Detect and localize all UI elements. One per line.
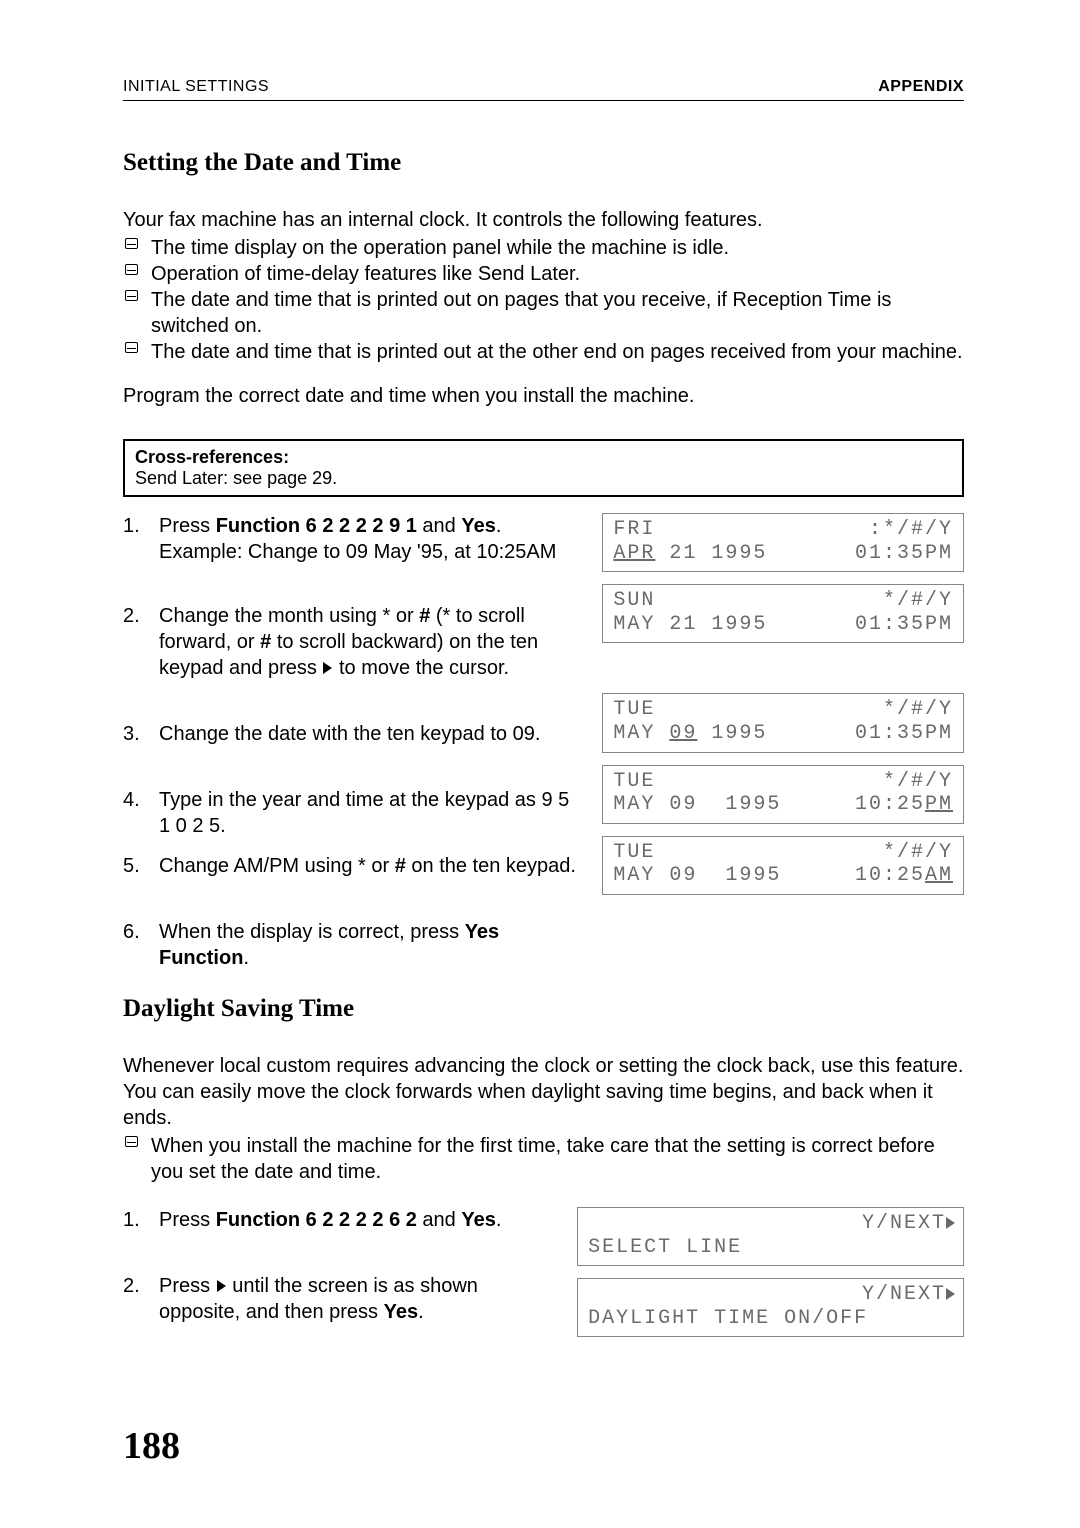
step-6: 6. When the display is correct, press Ye… (123, 919, 582, 971)
cross-reference-box: Cross-references: Send Later: see page 2… (123, 439, 964, 497)
right-arrow-icon (323, 662, 332, 674)
dst-steps-column: 1. Press Function 6 2 2 2 2 6 2 and Yes.… (123, 1207, 557, 1349)
step-3: 3. Change the date with the ten keypad t… (123, 721, 582, 777)
xref-title: Cross-references: (135, 447, 952, 468)
step-number: 4. (123, 787, 140, 813)
lcd-display: TUE*/#/YMAY 09 199510:25PM (602, 765, 964, 824)
bullet-icon (125, 264, 138, 275)
t: Function 6 2 2 2 2 6 2 (216, 1209, 417, 1231)
bullet-text: Operation of time-delay features like Se… (151, 263, 580, 285)
lcd-display: FRI:*/#/YAPR 21 199501:35PM (602, 513, 964, 572)
step-number: 3. (123, 721, 140, 747)
t: # (419, 605, 430, 627)
bullet-item: The date and time that is printed out at… (123, 339, 964, 365)
bullet-icon (125, 290, 138, 301)
lcd-display: Y/NEXTDAYLIGHT TIME ON/OFF (577, 1278, 964, 1337)
t: Yes (461, 515, 495, 537)
page: INITIAL SETTINGS APPENDIX Setting the Da… (0, 0, 1080, 1528)
program-para: Program the correct date and time when y… (123, 383, 964, 409)
t: Change the date with the ten keypad to 0… (159, 723, 540, 745)
bullet-icon (125, 1136, 138, 1147)
t: Press (159, 515, 216, 537)
feature-bullets: The time display on the operation panel … (123, 235, 964, 365)
t: . (496, 1209, 502, 1231)
t: ( (430, 605, 442, 627)
t: . (418, 1301, 424, 1323)
lcd-column: FRI:*/#/YAPR 21 199501:35PM SUN*/#/YMAY 2… (602, 513, 964, 981)
step-number: 5. (123, 853, 140, 879)
steps-list: 1. Press Function 6 2 2 2 2 9 1 and Yes.… (123, 513, 582, 971)
step-4: 4. Type in the year and time at the keyp… (123, 787, 582, 843)
step-number: 6. (123, 919, 140, 945)
t: Type in the year and time at the keypad … (159, 789, 569, 837)
dst-para: Whenever local custom requires advancing… (123, 1053, 964, 1131)
t: Press (159, 1275, 216, 1297)
t: # (395, 855, 406, 877)
right-arrow-icon (946, 1288, 955, 1300)
header-left: INITIAL SETTINGS (123, 78, 269, 96)
bullet-text: The time display on the operation panel … (151, 237, 729, 259)
page-number: 188 (123, 1424, 180, 1468)
xref-body: Send Later: see page 29. (135, 468, 952, 489)
section-title-dst: Daylight Saving Time (123, 995, 964, 1023)
bullet-item: Operation of time-delay features like Se… (123, 261, 964, 287)
step-number: 1. (123, 513, 140, 539)
t: and (417, 1209, 461, 1231)
step-1: 1. Press Function 6 2 2 2 2 9 1 and Yes.… (123, 513, 582, 593)
lcd-display: TUE*/#/YMAY 09 199501:35PM (602, 693, 964, 752)
dst-steps-list: 1. Press Function 6 2 2 2 2 6 2 and Yes.… (123, 1207, 557, 1325)
bullet-item: The date and time that is printed out on… (123, 287, 964, 339)
intro-text: Your fax machine has an internal clock. … (123, 207, 964, 233)
bullet-item: The time display on the operation panel … (123, 235, 964, 261)
bullet-icon (125, 238, 138, 249)
t: Press (159, 1209, 216, 1231)
t: or (390, 605, 419, 627)
lcd-display: TUE*/#/YMAY 09 199510:25AM (602, 836, 964, 895)
step-2: 2. Change the month using * or # (* to s… (123, 603, 582, 711)
t: Change AM/PM using (159, 855, 358, 877)
dst-lcd-column: Y/NEXTSELECT LINE Y/NEXTDAYLIGHT TIME ON… (577, 1207, 964, 1349)
t: Yes (461, 1209, 495, 1231)
t: or (366, 855, 395, 877)
steps-and-lcd: 1. Press Function 6 2 2 2 2 9 1 and Yes.… (123, 513, 964, 981)
section-daylight: Daylight Saving Time Whenever local cust… (123, 995, 964, 1349)
t: Change the month using (159, 605, 383, 627)
dst-step-1: 1. Press Function 6 2 2 2 2 6 2 and Yes. (123, 1207, 557, 1263)
t: Function 6 2 2 2 2 9 1 (216, 515, 417, 537)
step-number: 2. (123, 1273, 140, 1299)
dst-steps-and-lcd: 1. Press Function 6 2 2 2 2 6 2 and Yes.… (123, 1207, 964, 1349)
star-icon: * (358, 855, 366, 877)
step-5: 5. Change AM/PM using * or # on the ten … (123, 853, 582, 909)
bullet-text: When you install the machine for the fir… (151, 1135, 935, 1183)
running-header: INITIAL SETTINGS APPENDIX (123, 78, 964, 101)
t: and (417, 515, 461, 537)
t: Yes (384, 1301, 418, 1323)
bullet-text: The date and time that is printed out at… (151, 341, 963, 363)
t: When the display is correct, press (159, 921, 465, 943)
header-right: APPENDIX (878, 78, 964, 96)
step-number: 1. (123, 1207, 140, 1233)
t: to move the cursor. (333, 657, 509, 679)
right-arrow-icon (217, 1280, 226, 1292)
t: . (243, 947, 249, 969)
step-number: 2. (123, 603, 140, 629)
bullet-text: The date and time that is printed out on… (151, 289, 891, 337)
lcd-display: SUN*/#/YMAY 21 199501:35PM (602, 584, 964, 643)
steps-column: 1. Press Function 6 2 2 2 2 9 1 and Yes.… (123, 513, 582, 981)
section-title-date-time: Setting the Date and Time (123, 149, 964, 177)
right-arrow-icon (946, 1217, 955, 1229)
t: on the ten keypad. (406, 855, 576, 877)
dst-bullets: When you install the machine for the fir… (123, 1133, 964, 1185)
lcd-display: Y/NEXTSELECT LINE (577, 1207, 964, 1266)
dst-step-2: 2. Press until the screen is as shown op… (123, 1273, 557, 1325)
t: # (260, 631, 271, 653)
bullet-icon (125, 342, 138, 353)
bullet-item: When you install the machine for the fir… (123, 1133, 964, 1185)
